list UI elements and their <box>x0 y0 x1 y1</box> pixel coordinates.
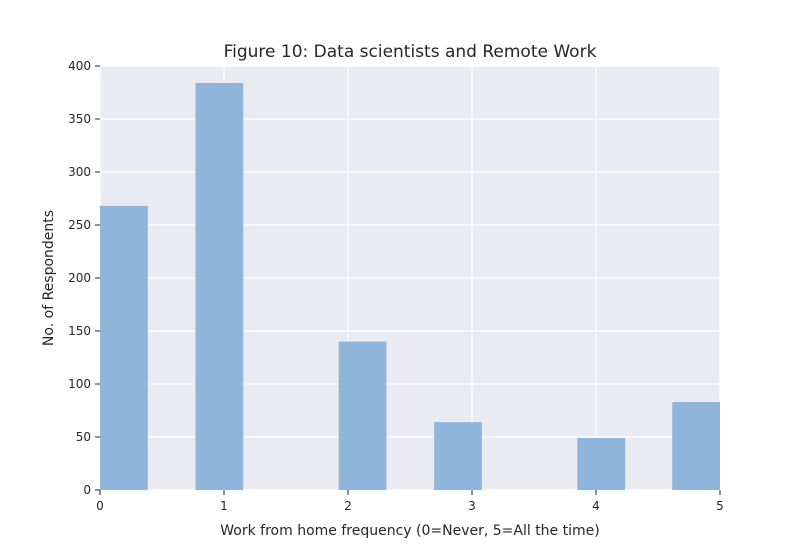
x-tick-label: 5 <box>716 499 724 513</box>
y-tick-label: 100 <box>68 377 91 391</box>
x-tick-label: 3 <box>468 499 476 513</box>
y-tick-label: 150 <box>68 324 91 338</box>
axis-ticks: 0 50 100 150 200 250 300 350 400 0 1 2 3 4 5 <box>68 59 724 513</box>
histogram-bar <box>195 82 244 491</box>
histogram-bar <box>338 341 387 490</box>
histogram-bar <box>434 422 482 490</box>
x-tick-label: 1 <box>220 499 228 513</box>
y-tick-label: 250 <box>68 218 91 232</box>
y-tick-label: 300 <box>68 165 91 179</box>
x-tick-label: 4 <box>592 499 600 513</box>
x-tick-label: 0 <box>96 499 104 513</box>
y-tick-label: 400 <box>68 59 91 73</box>
bars <box>100 82 720 491</box>
histogram-bar <box>100 205 148 491</box>
y-tick-label: 350 <box>68 112 91 126</box>
histogram-bar <box>577 438 626 490</box>
x-axis-label: Work from home frequency (0=Never, 5=All… <box>220 523 599 539</box>
y-tick-label: 50 <box>76 430 91 444</box>
x-tick-label: 2 <box>344 499 352 513</box>
y-tick-label: 200 <box>68 271 91 285</box>
chart-title: Figure 10: Data scientists and Remote Wo… <box>224 42 597 62</box>
y-tick-label: 0 <box>83 483 91 497</box>
histogram-bar <box>672 402 720 490</box>
y-axis-label: No. of Respondents <box>41 210 57 346</box>
